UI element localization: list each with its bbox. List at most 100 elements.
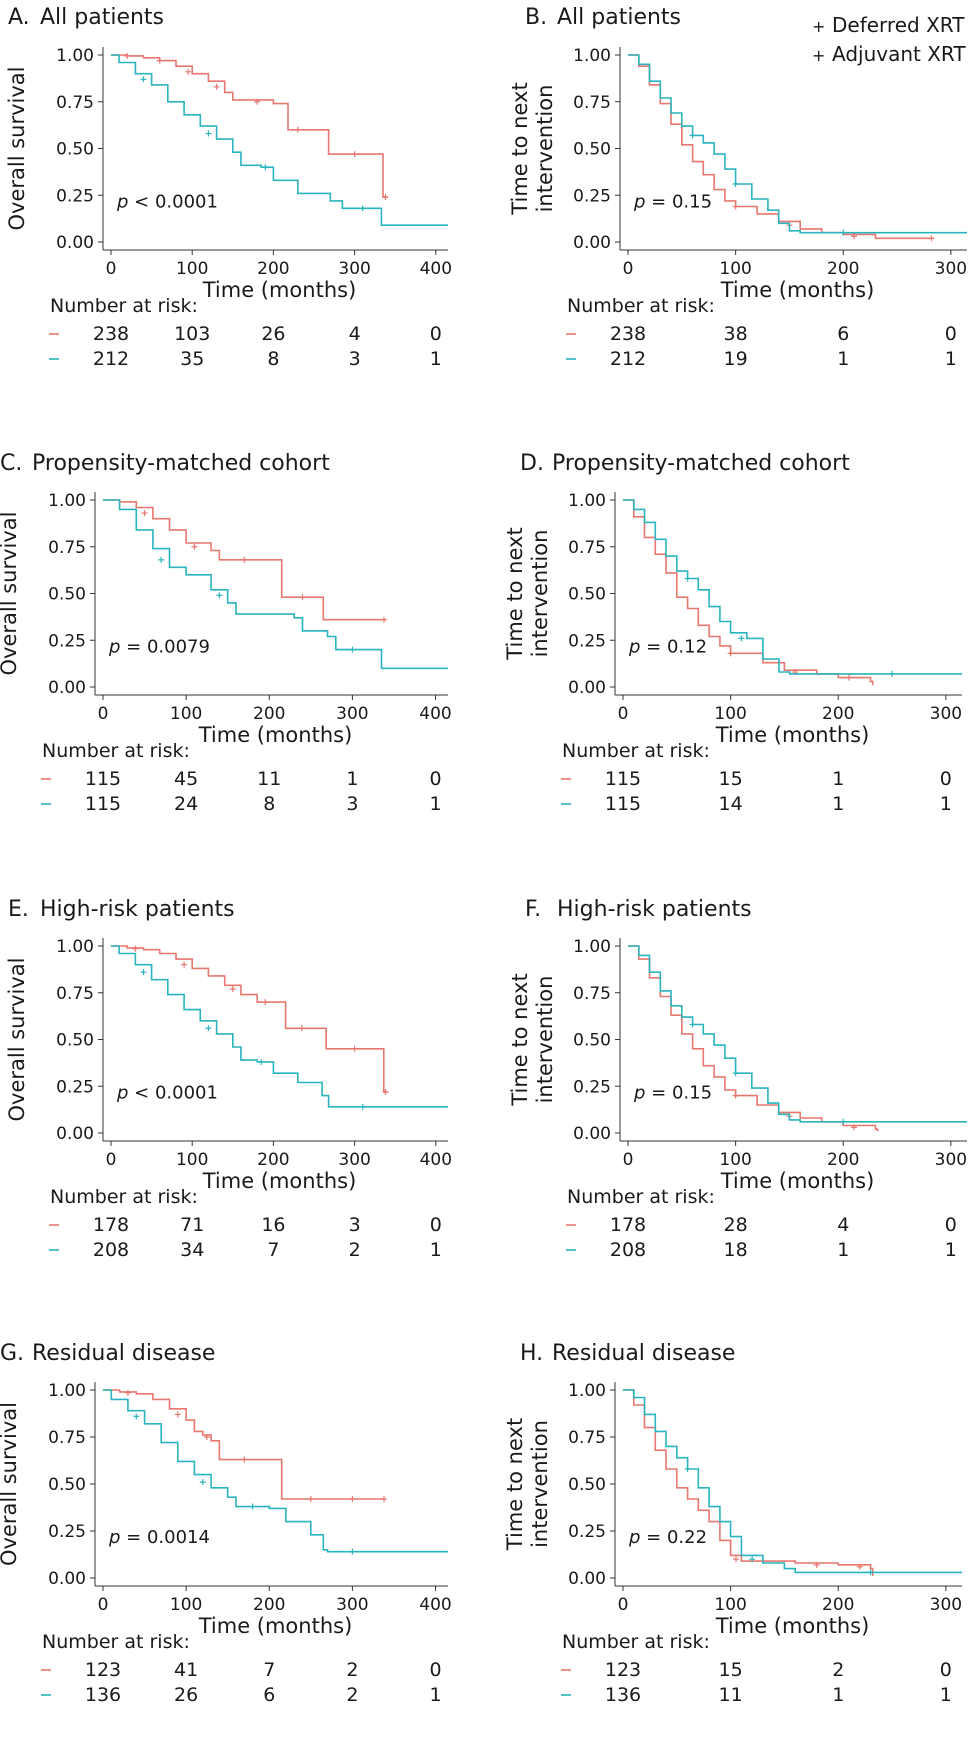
y-tick-label: 0.25 xyxy=(56,186,94,206)
x-tick-label: 100 xyxy=(719,259,751,279)
risk-value: 14 xyxy=(719,793,743,815)
x-tick-label: 100 xyxy=(714,704,746,724)
risk-value: 1 xyxy=(832,768,844,790)
risk-value: 16 xyxy=(261,1214,285,1236)
y-axis-label-line1: Time to next xyxy=(508,82,532,215)
p-value-text: = 0.22 xyxy=(640,1527,707,1548)
risk-value: 1 xyxy=(430,348,442,370)
panel-title: High-risk patients xyxy=(557,897,752,922)
km-curve xyxy=(111,945,448,1108)
x-tick-label: 100 xyxy=(170,704,202,724)
x-tick-label: 400 xyxy=(419,1595,451,1615)
censor-mark xyxy=(216,592,223,599)
censor-mark xyxy=(124,52,131,59)
risk-value: 208 xyxy=(610,1239,646,1261)
km-curve xyxy=(628,54,967,234)
y-tick-label: 0.00 xyxy=(56,233,94,253)
risk-value: 7 xyxy=(267,1239,279,1261)
risk-value: 1 xyxy=(832,1684,844,1706)
x-tick-label: 300 xyxy=(336,704,368,724)
km-curve xyxy=(111,54,388,198)
risk-value: 11 xyxy=(257,768,281,790)
censor-mark xyxy=(349,646,356,653)
panel-C: C. Propensity-matched cohort 0.00 0.25 0.50 0… xyxy=(0,451,452,815)
risk-value: 26 xyxy=(261,323,285,345)
legend: + Deferred XRT + Adjuvant XRT xyxy=(812,13,966,66)
risk-value: 123 xyxy=(85,1659,121,1681)
risk-value: 3 xyxy=(349,1214,361,1236)
censor-mark xyxy=(380,1496,387,1503)
series-adjuvant xyxy=(103,499,448,670)
censor-mark xyxy=(298,1025,305,1032)
y-axis-label: Overall survival xyxy=(5,957,29,1121)
risk-value: 15 xyxy=(719,1659,743,1681)
risk-value: 1 xyxy=(945,348,957,370)
censor-mark xyxy=(205,130,212,137)
x-axis-label: Time (months) xyxy=(202,278,357,302)
risk-value: 136 xyxy=(85,1684,121,1706)
censor-mark xyxy=(181,961,188,968)
risk-value: 19 xyxy=(724,348,748,370)
y-tick-label: 0.75 xyxy=(568,538,606,558)
censor-mark xyxy=(813,1561,820,1568)
risk-value: 238 xyxy=(93,323,129,345)
km-curve xyxy=(103,499,448,670)
risk-value: 45 xyxy=(174,768,198,790)
km-curve xyxy=(628,945,967,1123)
censor-mark xyxy=(241,556,248,563)
censor-mark xyxy=(307,1496,314,1503)
p-value-symbol: p xyxy=(633,191,645,212)
panel-label: E. xyxy=(8,897,29,922)
y-tick-label: 0.75 xyxy=(573,93,611,113)
censor-mark xyxy=(856,1563,863,1570)
censor-mark xyxy=(382,194,389,201)
risk-value: 1 xyxy=(945,1239,957,1261)
series-adjuvant xyxy=(623,1389,962,1576)
panel-label: F. xyxy=(525,897,541,922)
p-value-annotation: p < 0.0001 xyxy=(116,1082,218,1103)
censor-mark xyxy=(732,1070,739,1077)
risk-value: 4 xyxy=(349,323,361,345)
x-tick-label: 0 xyxy=(623,1150,634,1170)
x-tick-label: 200 xyxy=(257,1150,289,1170)
x-axis-label: Time (months) xyxy=(720,278,875,302)
risk-value: 178 xyxy=(610,1214,646,1236)
risk-value: 26 xyxy=(174,1684,198,1706)
risk-value: 3 xyxy=(346,793,358,815)
censor-mark xyxy=(349,1496,356,1503)
censor-mark xyxy=(840,229,847,236)
risk-value: 115 xyxy=(605,768,641,790)
risk-value: 34 xyxy=(180,1239,204,1261)
censor-mark xyxy=(689,1021,696,1028)
y-axis-label-line2: intervention xyxy=(528,1420,552,1548)
risk-table-title: Number at risk: xyxy=(562,740,710,762)
panel-label: C. xyxy=(0,451,22,476)
p-value-symbol: p xyxy=(116,1082,128,1103)
y-tick-label: 0.00 xyxy=(48,1569,86,1589)
y-tick-label: 0.25 xyxy=(48,1522,86,1542)
censor-mark xyxy=(382,1088,389,1095)
risk-value: 8 xyxy=(267,348,279,370)
y-tick-label: 0.75 xyxy=(48,1428,86,1448)
x-tick-label: 400 xyxy=(419,704,451,724)
p-value-symbol: p xyxy=(633,1082,645,1103)
risk-value: 7 xyxy=(263,1659,275,1681)
censor-mark xyxy=(359,1103,366,1110)
risk-value: 2 xyxy=(346,1659,358,1681)
p-value-symbol: p xyxy=(108,1527,120,1548)
y-tick-label: 0.75 xyxy=(568,1428,606,1448)
x-axis-label: Time (months) xyxy=(715,723,870,747)
risk-table-title: Number at risk: xyxy=(50,1186,198,1208)
km-curve xyxy=(623,1389,962,1574)
censor-mark xyxy=(185,68,192,75)
risk-value: 1 xyxy=(429,1684,441,1706)
km-curve xyxy=(103,1389,386,1500)
censor-mark xyxy=(140,76,147,83)
x-tick-label: 200 xyxy=(253,1595,285,1615)
p-value-annotation: p = 0.15 xyxy=(633,191,712,212)
p-value-annotation: p = 0.0014 xyxy=(108,1527,210,1548)
risk-value: 178 xyxy=(93,1214,129,1236)
risk-table-title: Number at risk: xyxy=(42,740,190,762)
p-value-annotation: p = 0.12 xyxy=(628,636,707,657)
